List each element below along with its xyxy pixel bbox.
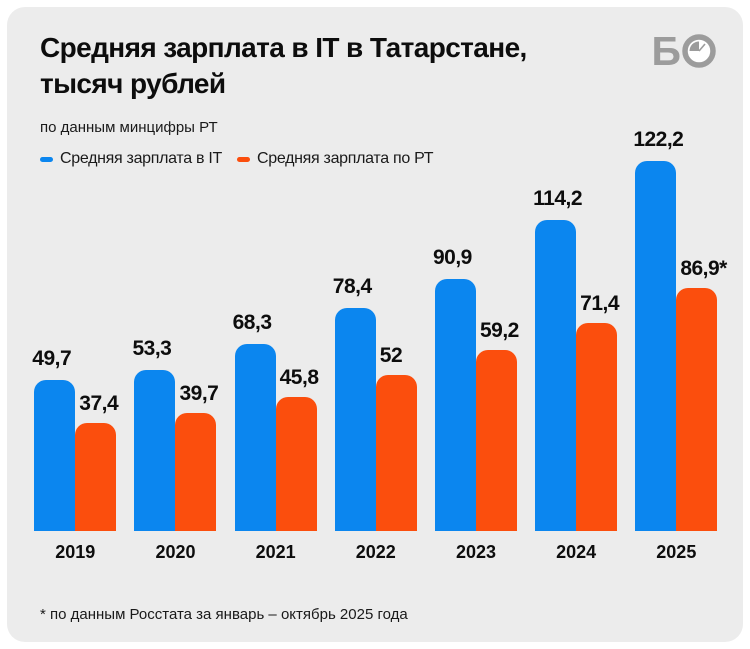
x-axis-label-2022: 2022 bbox=[355, 542, 396, 562]
source-subtitle: по данным минцифры РТ bbox=[40, 119, 218, 136]
value-label-it-2024: 114,2 bbox=[533, 187, 583, 210]
bar-rt-2020 bbox=[175, 413, 217, 531]
value-label-rt-2023: 59,2 bbox=[479, 319, 519, 342]
legend-label-it: Средняя зарплата в IT bbox=[60, 150, 222, 167]
value-label-rt-2019: 37,4 bbox=[79, 392, 119, 415]
logo-letter-b: Б bbox=[651, 28, 681, 74]
value-label-it-2020: 53,3 bbox=[132, 337, 172, 360]
bar-it-2024 bbox=[535, 220, 577, 531]
bar-rt-2021 bbox=[275, 397, 317, 531]
x-axis-label-2024: 2024 bbox=[556, 542, 597, 562]
bar-rt-2024 bbox=[576, 323, 618, 531]
legend-item-rt: Средняя зарплата по РТ bbox=[236, 150, 434, 168]
value-label-it-2019: 49,7 bbox=[32, 347, 72, 370]
title-line-1: Средняя зарплата в IT в Татарстане, bbox=[40, 32, 527, 63]
legend-marker-it bbox=[40, 156, 53, 162]
legend-label-rt: Средняя зарплата по РТ bbox=[256, 150, 434, 167]
value-label-it-2023: 90,9 bbox=[432, 246, 472, 269]
value-label-it-2025: 122,2 bbox=[633, 128, 684, 151]
value-label-it-2021: 68,3 bbox=[232, 311, 272, 334]
value-label-it-2022: 78,4 bbox=[332, 275, 372, 298]
value-label-rt-2021: 45,8 bbox=[279, 366, 319, 389]
bo-logo: Б bbox=[651, 28, 717, 74]
bar-it-2025 bbox=[635, 161, 677, 531]
value-label-rt-2020: 39,7 bbox=[179, 382, 219, 405]
bar-it-2022 bbox=[334, 308, 376, 531]
legend: Средняя зарплата в IT Средняя зарплата п… bbox=[40, 150, 434, 168]
value-label-rt-2022: 52 bbox=[379, 344, 403, 367]
title-line-2: тысяч рублей bbox=[40, 68, 226, 99]
bar-it-2021 bbox=[234, 344, 276, 531]
bar-rt-2022 bbox=[375, 375, 417, 531]
page-title: Средняя зарплата в IT в Татарстане, тыся… bbox=[40, 30, 640, 102]
legend-marker-rt bbox=[236, 156, 250, 162]
x-axis-label-2020: 2020 bbox=[155, 542, 196, 562]
value-label-rt-2025: 86,9* bbox=[680, 257, 727, 280]
bar-it-2019 bbox=[34, 380, 76, 531]
clock-logo-icon bbox=[682, 34, 716, 68]
x-axis-label-2019: 2019 bbox=[55, 542, 96, 562]
x-axis-label-2023: 2023 bbox=[455, 542, 496, 562]
x-axis-label-2025: 2025 bbox=[656, 542, 697, 562]
x-axis-label-2021: 2021 bbox=[255, 542, 296, 562]
bar-rt-2019 bbox=[75, 423, 117, 531]
value-label-rt-2024: 71,4 bbox=[580, 292, 620, 315]
bar-it-2023 bbox=[434, 279, 476, 531]
legend-item-it: Средняя зарплата в IT bbox=[40, 150, 222, 168]
bar-rt-2023 bbox=[475, 350, 517, 531]
bar-rt-2025 bbox=[676, 288, 718, 531]
bar-it-2020 bbox=[134, 370, 176, 531]
footnote: * по данным Росстата за январь – октябрь… bbox=[40, 606, 408, 623]
